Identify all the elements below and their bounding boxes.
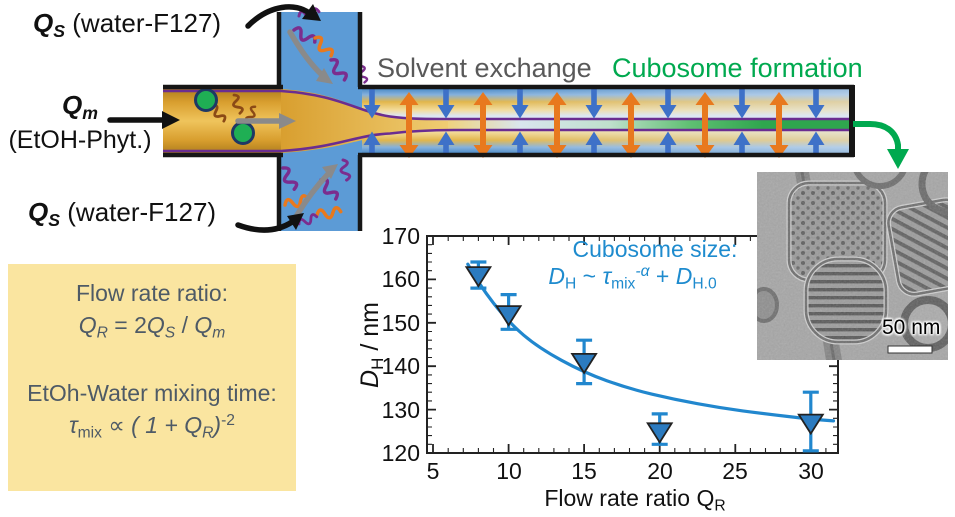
y-tick-160: 160	[381, 266, 420, 292]
qm-solvent: (EtOH-Phyt.)	[8, 125, 152, 154]
particle-green	[231, 121, 255, 145]
data-point-marker	[464, 266, 493, 288]
qs-bottom-label: QS (water-F127)	[28, 197, 217, 230]
output-arrowhead-green	[887, 149, 909, 169]
mixing-time-title: EtOh-Water mixing time:	[27, 380, 277, 406]
x-tick-20: 20	[647, 458, 673, 484]
tem-scale-label: 50 nm	[882, 316, 941, 339]
flow-arrowhead-bottom-gray	[322, 164, 338, 179]
equations-box: Flow rate ratio: QR = 2QS / Qm EtOh-Wate…	[8, 264, 296, 491]
channel-walls	[163, 12, 854, 231]
tem-grain	[757, 172, 948, 360]
tem-scale-bar	[887, 345, 933, 354]
output-arrow-green	[853, 121, 901, 151]
flow-arrow-bottom-gray	[294, 171, 331, 218]
label-arrowheads	[162, 4, 321, 230]
label-arrows	[107, 4, 312, 233]
focused-stream-funnel	[281, 89, 452, 153]
stream-boundary-lines	[163, 89, 852, 153]
flow-rate-ratio-formula: QR = 2QS / Qm	[78, 312, 226, 342]
data-point-marker	[570, 352, 598, 375]
qs-bottom-arrow	[235, 219, 295, 233]
microfluidic-channel	[107, 4, 909, 233]
x-tick-5: 5	[426, 458, 440, 484]
y-tick-140: 140	[381, 353, 420, 379]
y-tick-120: 120	[381, 440, 420, 466]
y-tick-130: 130	[381, 397, 420, 423]
data-point-marker	[646, 422, 674, 444]
annotation-cubosome-size: Cubosome size:	[572, 236, 738, 262]
qs-top-label: QS (water-F127)	[33, 8, 222, 41]
flow-rate-ratio-title: Flow rate ratio:	[75, 280, 229, 306]
cubosome-formation-label: Cubosome formation	[612, 53, 863, 83]
flow-arrowhead-inlet-gray	[279, 113, 296, 129]
flow-arrow-top-gray	[287, 29, 325, 78]
data-point-marker	[797, 413, 825, 436]
annotation-size-formula: DH ~ τmix-α + DH.0	[548, 263, 717, 293]
y-tick-150: 150	[381, 310, 420, 336]
x-tick-25: 25	[722, 458, 748, 484]
tem-image	[757, 172, 948, 360]
qs-top-arrow	[245, 4, 312, 29]
data-point-marker	[494, 305, 523, 327]
x-tick-30: 30	[798, 458, 824, 484]
x-axis-label: Flow rate ratio QR	[544, 485, 726, 515]
qm-symbol: Qm	[62, 90, 98, 123]
data-markers	[464, 260, 825, 453]
channel-end-wall	[849, 85, 855, 157]
qm-label: Qm (EtOH-Phyt.)	[0, 90, 160, 155]
particle-green	[194, 88, 218, 112]
x-tick-15: 15	[571, 458, 597, 484]
flow-arrowhead-top-gray	[316, 68, 333, 84]
mixing-time-formula: τmix ∝ ( 1 + QR)-2	[69, 412, 235, 442]
x-tick-10: 10	[496, 458, 522, 484]
center-stream	[448, 119, 852, 130]
solvent-exchange-label: Solvent exchange	[377, 53, 592, 83]
y-tick-170: 170	[381, 223, 420, 249]
